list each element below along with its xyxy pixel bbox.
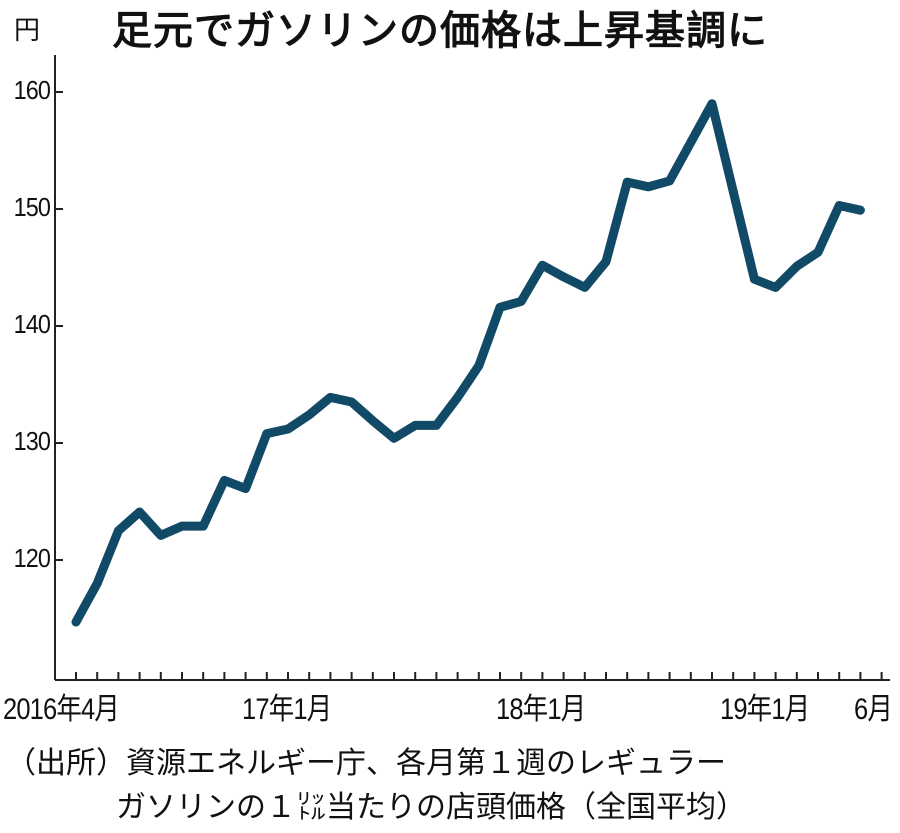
y-tick-label: 120 <box>13 543 51 573</box>
x-tick-label: 19年1月 <box>719 693 810 726</box>
x-tick-label: 18年1月 <box>496 693 586 726</box>
source-line-1: （出所）資源エネルギー庁、各月第１週のレギュラー <box>6 746 726 781</box>
chart-title: 足元でガソリンの価格は上昇基調に <box>112 8 768 54</box>
source-note: （出所）資源エネルギー庁、各月第１週のレギュラー ガソリンの１㍑当たりの店頭価格… <box>6 742 746 830</box>
price-line <box>71 99 865 627</box>
y-tick-label: 150 <box>13 192 51 222</box>
y-tick-label: 160 <box>13 75 51 105</box>
x-tick-label: 6月 <box>853 693 893 726</box>
y-tick-label: 130 <box>13 426 51 456</box>
y-axis-unit-label: 円 <box>14 16 41 46</box>
y-tick-label: 140 <box>13 309 51 339</box>
x-tick-label: 2016年4月 <box>3 693 120 726</box>
x-tick-label: 17年1月 <box>241 693 332 726</box>
source-line-2: ガソリンの１㍑当たりの店頭価格（全国平均） <box>116 790 746 825</box>
